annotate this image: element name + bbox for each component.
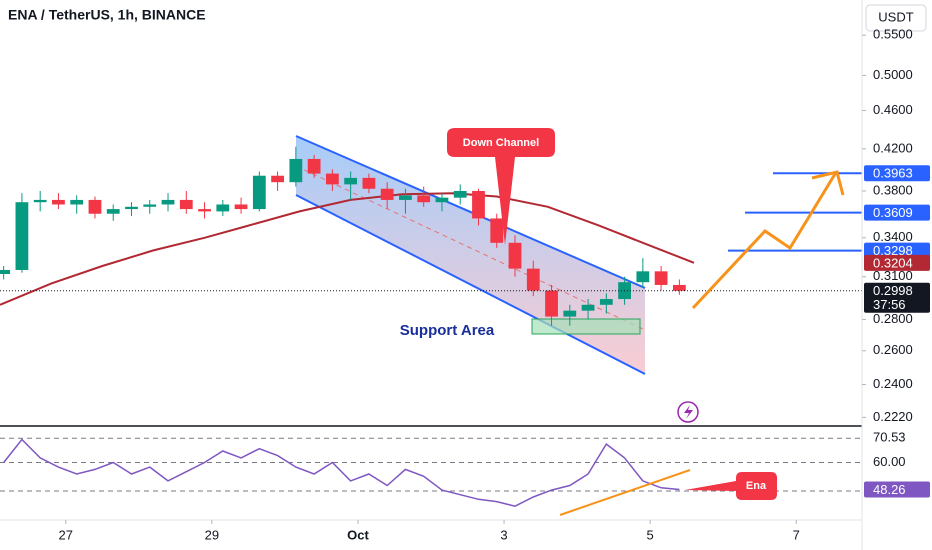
candle-body (526, 268, 540, 291)
candle-body (453, 190, 467, 198)
candle-body (417, 195, 431, 203)
candle-body (271, 175, 284, 183)
projection-arrow (811, 170, 845, 196)
rsi-trendline (559, 469, 691, 516)
x-tick-label: 3 (500, 527, 507, 542)
y-tick-label: 0.4200 (873, 140, 913, 155)
y-tick-label: 0.2800 (873, 311, 913, 326)
candle-body (344, 177, 358, 185)
candle-body (545, 290, 558, 317)
candle-body (636, 271, 650, 283)
candle-body (654, 271, 668, 285)
candle-body (88, 199, 102, 214)
y-tick-label: 0.2220 (873, 409, 913, 424)
candle-body (234, 204, 248, 210)
candle-body (508, 242, 522, 269)
candle-body (198, 209, 211, 212)
chart-title: ENA / TetherUS, 1h, BINANCE (8, 7, 206, 23)
candle-body (307, 158, 321, 174)
candle-body (70, 199, 84, 205)
candle-body (125, 206, 138, 210)
candle-body (0, 269, 11, 275)
y-tick-label: 0.5500 (873, 27, 913, 42)
price-badge (864, 282, 930, 313)
price-badge (864, 242, 930, 259)
callout (447, 128, 555, 245)
x-tick-label: 7 (793, 527, 800, 542)
rsi-tick-label: 60.00 (873, 454, 906, 469)
candle-body (15, 202, 29, 270)
countdown: 37:56 (873, 297, 906, 312)
y-tick-label: 0.3400 (873, 229, 913, 244)
rsi-line (3, 438, 680, 507)
y-tick-label: 0.5000 (873, 67, 913, 82)
candle-body (581, 304, 595, 311)
price-badge-label: 0.3963 (873, 166, 913, 181)
price-badge (864, 204, 930, 221)
price-badge-label: 0.2998 (873, 283, 913, 298)
candle-body (563, 310, 577, 317)
candle-body (380, 188, 394, 200)
channel-mid (295, 165, 646, 331)
y-tick-label: 0.2600 (873, 342, 913, 357)
candle-body (52, 199, 65, 205)
annotation: Support Area (400, 322, 495, 339)
y-tick-label: 0.3100 (873, 268, 913, 283)
candle-body (599, 299, 613, 305)
channel-bottom (295, 194, 646, 375)
projection (691, 173, 837, 310)
currency: USDT (878, 9, 913, 24)
candle-body (435, 197, 449, 203)
candle-body (216, 204, 230, 212)
rsi-badge (864, 481, 930, 498)
candle-body (490, 218, 504, 243)
candle-body (472, 190, 485, 219)
support-zone (531, 318, 641, 335)
candle-body (252, 175, 266, 210)
price-badge-label: 0.3204 (873, 255, 913, 270)
currency-button[interactable] (865, 4, 927, 32)
lightning-icon[interactable] (677, 401, 699, 423)
x-tick-label: 5 (647, 527, 654, 542)
price-badge (864, 165, 930, 182)
candle-body (143, 204, 157, 207)
y-tick-label: 0.4600 (873, 102, 913, 117)
annotation: Ena (746, 480, 767, 492)
x-tick-label: Oct (347, 527, 369, 542)
candle-body (289, 158, 303, 183)
candle-body (179, 199, 193, 210)
lightning (684, 405, 693, 419)
annotation: Down Channel (463, 137, 539, 149)
candle-body (399, 195, 412, 200)
channel-top (295, 135, 646, 289)
candle-body (161, 199, 175, 205)
candle-body (672, 284, 686, 291)
price-badge (864, 254, 930, 271)
marks (0, 146, 862, 507)
y-tick-label: 0.2400 (873, 376, 913, 391)
rsi-tick-label: 70.53 (873, 430, 906, 445)
candle-body (362, 177, 376, 189)
candle-body (325, 173, 339, 185)
x-tick-label: 27 (59, 527, 73, 542)
candle-body (33, 199, 47, 203)
x-tick-label: 29 (205, 527, 219, 542)
price-badge-label: 0.3298 (873, 243, 913, 258)
candle-body (106, 209, 120, 214)
price-badge-label: 0.3609 (873, 205, 913, 220)
callout (685, 472, 777, 500)
axis-labels: 0.5500 0.5000 0.4600 0.4200 0.3800 0.3400 0.31… (59, 27, 930, 542)
rsi-badge-label: 48.26 (873, 482, 906, 497)
y-tick-label: 0.3800 (873, 182, 913, 197)
